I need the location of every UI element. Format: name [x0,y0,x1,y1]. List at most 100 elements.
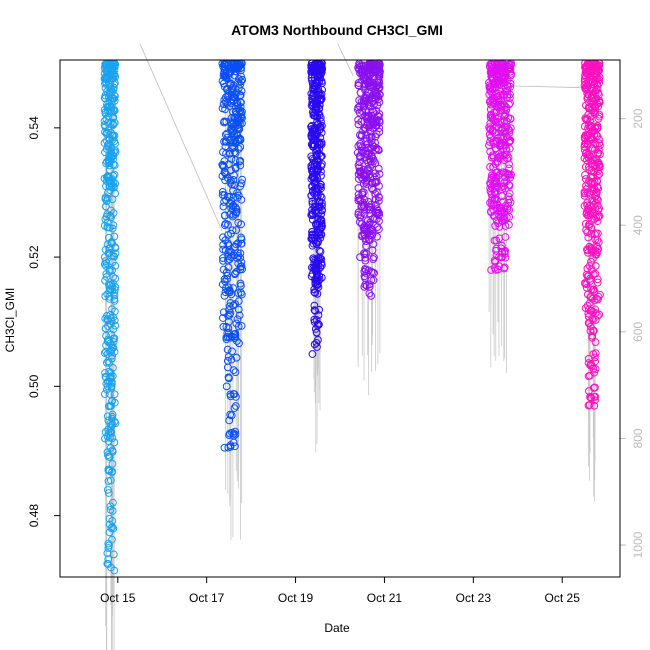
data-point [595,163,604,172]
data-point [500,249,509,258]
data-point [355,163,364,172]
data-point [356,69,364,78]
data-point [361,280,370,289]
data-point [364,101,373,110]
data-point [504,220,513,229]
data-point [594,67,602,76]
data-point [584,204,593,213]
data-point [108,412,117,421]
data-point [233,315,242,324]
data-point [107,379,116,388]
data-point [486,96,495,105]
data-point [593,182,602,191]
data-point [313,166,321,175]
data-point [588,126,597,135]
data-point [233,188,241,197]
data-point [591,309,600,317]
data-point [589,316,597,324]
data-point [225,310,234,319]
data-point [221,169,230,177]
data-point [104,155,113,164]
data-points [100,59,604,575]
data-point [229,301,237,310]
data-point [584,70,593,79]
data-point [361,265,369,273]
data-point [594,184,603,193]
data-point [594,295,602,304]
data-point [371,146,380,154]
data-point [231,149,240,158]
data-point [224,89,233,98]
data-point [100,260,109,269]
data-point [237,290,246,299]
y-right-tick-label: 1000 [631,531,645,558]
data-point [365,289,374,298]
data-point [581,114,590,123]
data-point [105,528,114,537]
data-point [501,247,510,255]
data-point [365,209,374,218]
data-point [110,232,119,241]
data-point [584,401,593,410]
data-point [235,311,244,320]
data-point [308,76,316,85]
data-point [105,88,114,97]
data-point [104,437,113,445]
data-point [355,175,363,183]
data-point [364,235,373,244]
data-point [106,347,114,356]
data-point [585,222,593,231]
data-point [221,97,230,106]
data-point [585,163,593,171]
data-point [101,215,110,224]
data-point [222,382,231,391]
data-point [495,98,503,106]
data-point [223,192,232,201]
data-point [362,149,371,158]
data-point [587,307,596,315]
data-point [585,262,594,270]
data-point [356,88,365,97]
data-point [229,122,238,131]
data-point [231,402,240,410]
data-point [230,390,239,399]
data-point [100,69,109,78]
data-point [236,161,245,170]
data-point [371,200,380,209]
data-point [501,72,510,81]
data-point [312,130,321,139]
data-point [491,188,500,196]
data-point [219,256,227,265]
data-point [105,292,114,301]
y-axis-label: CH3Cl_GMI [3,288,17,353]
data-point [313,138,322,147]
data-point [229,210,238,219]
data-point [581,62,590,71]
data-point [486,60,495,69]
data-point [356,131,364,139]
data-point [233,115,242,124]
data-point [235,106,244,115]
data-point [223,62,232,71]
data-point [308,183,317,191]
data-point [227,290,236,299]
data-point [231,163,240,172]
data-point [105,62,114,70]
data-point [100,174,109,183]
data-point [106,502,115,511]
data-point [237,110,246,119]
data-point [581,131,590,140]
data-point [231,332,240,341]
data-point [590,287,599,296]
data-point [102,202,110,211]
data-point [592,73,601,82]
data-point [103,349,112,358]
data-point [586,371,594,380]
data-point [224,353,233,361]
data-point [367,184,376,193]
data-point [369,185,377,194]
data-point [506,99,514,108]
data-point [586,173,595,181]
data-point [109,71,118,80]
data-point [227,332,236,341]
